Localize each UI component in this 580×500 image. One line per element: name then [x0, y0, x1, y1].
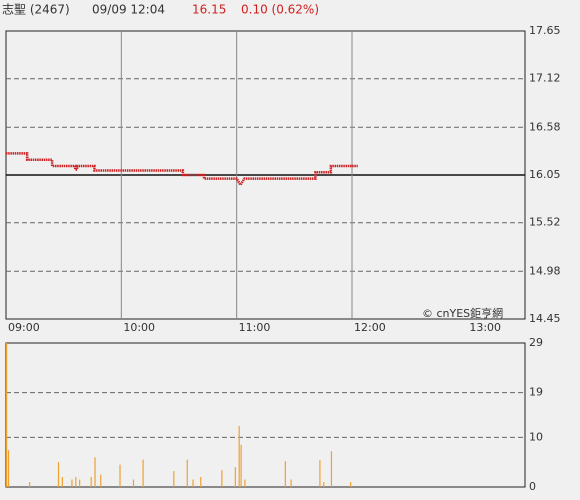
price-line	[6, 152, 358, 188]
volume-bar	[192, 479, 194, 487]
quote-price: 16.15	[192, 3, 226, 17]
volume-bar	[119, 464, 121, 487]
volume-bar	[94, 457, 96, 487]
quote-time: 09/09 12:04	[92, 3, 165, 17]
y-tick-label: 19	[529, 386, 543, 399]
volume-bar	[75, 477, 77, 487]
volume-bar	[200, 477, 202, 487]
volume-bar	[71, 479, 73, 487]
volume-bar	[330, 451, 333, 487]
x-tick-label: 13:00	[469, 321, 501, 334]
quote-change: 0.10 (0.62%)	[241, 3, 319, 17]
volume-bar	[6, 343, 8, 487]
volume-bar	[173, 471, 175, 487]
x-tick-label: 12:00	[354, 321, 386, 334]
volume-bar	[350, 482, 352, 487]
volume-bar	[29, 482, 31, 487]
volume-bar	[7, 450, 10, 487]
volume-bar	[238, 425, 240, 487]
y-tick-label: 17.12	[529, 72, 561, 85]
y-tick-label: 16.05	[529, 168, 561, 181]
volume-bar	[142, 459, 144, 487]
volume-bar	[284, 461, 286, 487]
y-tick-label: 16.58	[529, 120, 561, 133]
y-tick-label: 17.65	[529, 24, 561, 37]
volume-bar	[319, 460, 321, 487]
y-tick-label: 14.98	[529, 264, 561, 277]
volume-bar	[244, 479, 246, 487]
stock-name: 志聖 (2467)	[2, 3, 70, 17]
volume-bar	[240, 444, 242, 487]
y-tick-label: 15.52	[529, 216, 561, 229]
x-tick-label: 09:00	[8, 321, 40, 334]
plot-frame	[5, 342, 526, 488]
volume-bar	[323, 482, 325, 487]
y-tick-label: 29	[529, 336, 543, 349]
volume-bar	[290, 479, 292, 487]
x-tick-label: 10:00	[123, 321, 155, 334]
volume-bar	[90, 477, 92, 487]
x-tick-label: 11:00	[239, 321, 271, 334]
volume-bar	[221, 470, 223, 487]
volume-bar	[186, 459, 188, 487]
watermark: © cnYES鉅亨網	[422, 306, 503, 320]
volume-bar	[100, 474, 102, 487]
volume-bar	[234, 467, 236, 487]
volume-bar	[132, 479, 135, 487]
volume-bar	[79, 479, 81, 487]
volume-bar	[57, 462, 60, 487]
y-tick-label: 14.45	[529, 312, 561, 325]
y-tick-label: 10	[529, 430, 543, 443]
y-tick-label: 0	[529, 480, 536, 493]
volume-bar	[61, 477, 63, 487]
